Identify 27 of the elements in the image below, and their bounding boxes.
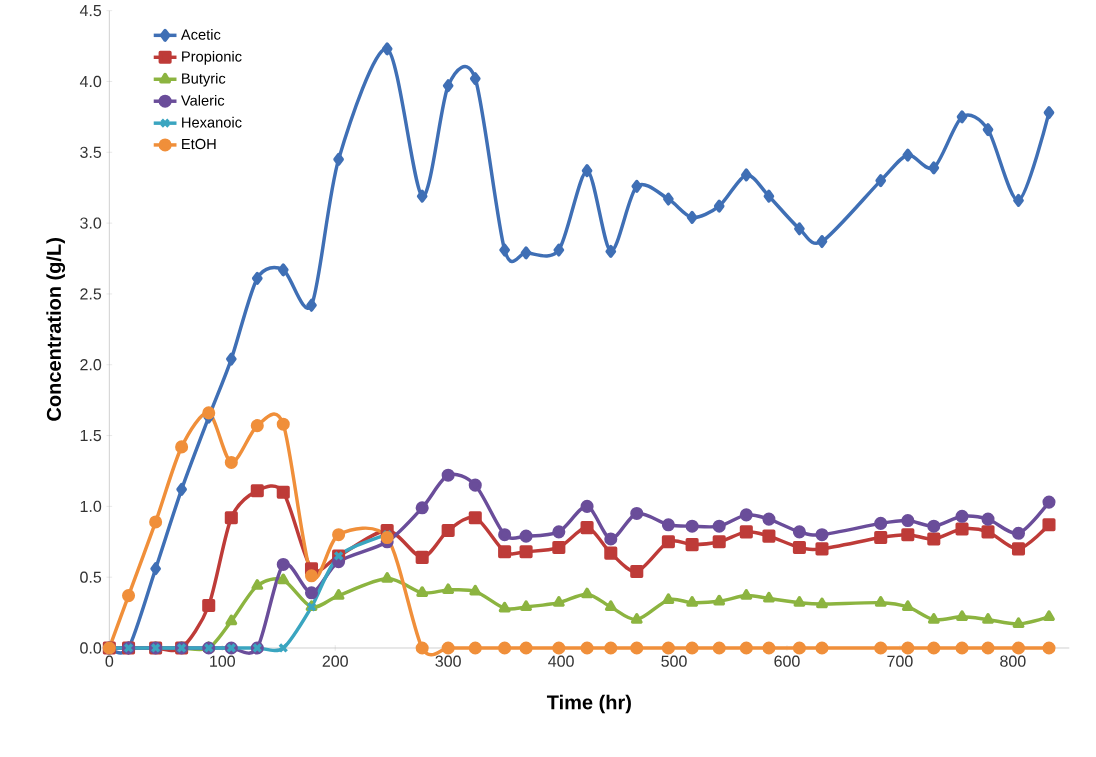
y-tick-label: 4.5: [79, 4, 102, 17]
y-axis-title: Concentration (g/L): [46, 237, 66, 421]
y-tick-label: 1.0: [80, 500, 102, 512]
y-tick-label: 2.0: [80, 358, 102, 371]
x-tick-label: 800: [1000, 655, 1026, 667]
x-tick-label: 600: [774, 655, 800, 667]
y-tick-label: 3.5: [80, 146, 102, 158]
y-tick-label: 1.5: [80, 429, 102, 441]
x-tick-label: 300: [435, 655, 461, 667]
x-tick-label: 500: [661, 655, 687, 667]
y-tick-label: 3.0: [80, 217, 102, 229]
x-axis-title: Time (hr): [546, 694, 631, 714]
legend-label: Acetic: [180, 28, 221, 40]
legend-label: Hexanoic: [182, 116, 242, 128]
x-tick-label: 700: [887, 655, 913, 667]
legend-label: Butyric: [182, 72, 226, 87]
legend-label: EtOH: [182, 138, 216, 150]
x-tick-label: 400: [548, 655, 574, 667]
legend-label: Propionic: [182, 50, 242, 65]
x-tick-label: 0: [105, 655, 114, 667]
x-tick-label: 200: [322, 655, 348, 667]
legend-label: Valeric: [180, 94, 225, 106]
y-tick-label: 2.5: [80, 288, 102, 300]
y-tick-label: 0.5: [80, 571, 102, 583]
y-tick-label: 4.0: [79, 75, 102, 87]
y-tick-label: 0.0: [80, 642, 102, 654]
x-tick-label: 100: [210, 655, 235, 667]
